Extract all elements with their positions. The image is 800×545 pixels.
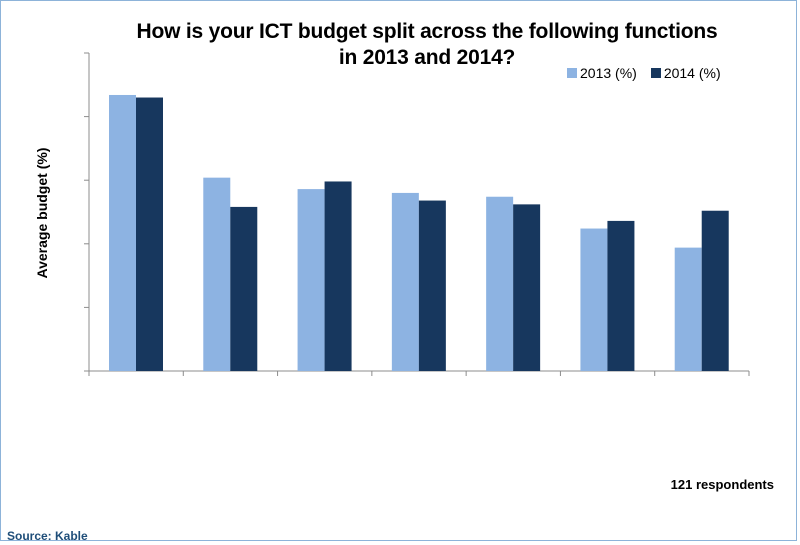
- respondents-note: 121 respondents: [670, 477, 774, 492]
- bar-2014-6: [607, 220, 635, 371]
- bar-2014-4: [418, 200, 446, 371]
- bar-2013-7: [674, 247, 702, 371]
- bar-2013-3: [297, 189, 325, 371]
- bar-2013-5: [486, 196, 514, 371]
- bar-2013-2: [203, 177, 231, 371]
- chart-title: How is your ICT budget split across the …: [1, 19, 800, 71]
- chart-title-line-2: in 2013 and 2014?: [338, 46, 516, 69]
- legend-item-2014: 2014 (%): [650, 65, 721, 81]
- legend-item-2013: 2013 (%): [567, 65, 637, 81]
- bar-2013-6: [580, 228, 608, 371]
- legend-swatch-2014: [650, 68, 661, 78]
- legend-label-2013: 2013 (%): [580, 65, 637, 81]
- bar-2014-7: [701, 210, 729, 371]
- source-note: Source: Kable: [7, 529, 88, 543]
- chart-title-line-1: How is your ICT budget split across the …: [136, 20, 718, 43]
- bar-2014-1: [136, 97, 163, 372]
- legend-swatch-2013: [567, 68, 577, 78]
- bar-2014-2: [230, 206, 258, 371]
- bar-2013-4: [391, 192, 419, 371]
- bar-2014-5: [513, 204, 541, 371]
- legend-label-2014: 2014 (%): [663, 65, 721, 81]
- bar-2014-3: [324, 181, 352, 371]
- bar-2013-1: [109, 94, 136, 371]
- chart-legend: 2013 (%) 2014 (%): [567, 65, 721, 81]
